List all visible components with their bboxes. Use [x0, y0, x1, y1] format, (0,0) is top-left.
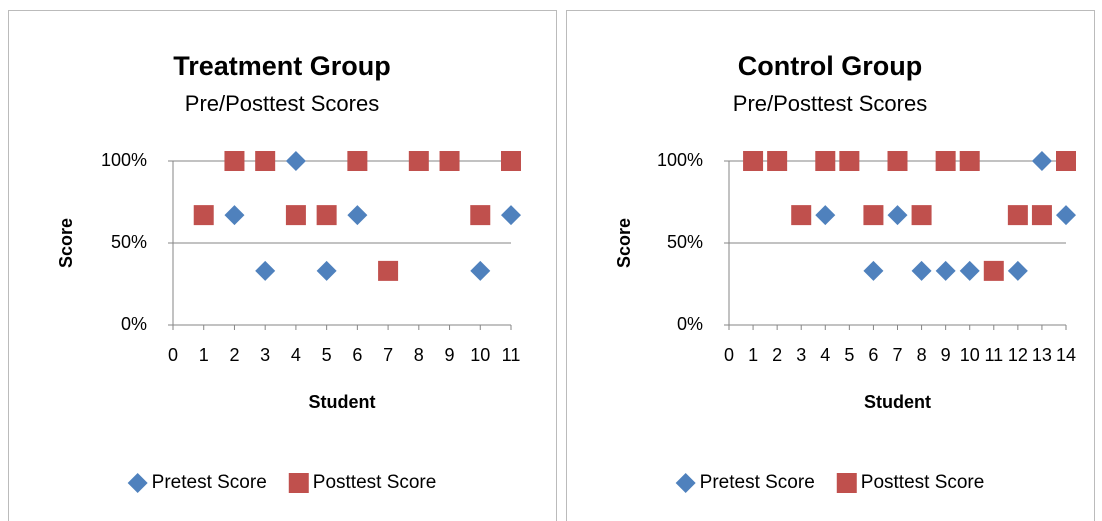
legend-label: Pretest Score: [152, 472, 267, 493]
legend-marker: [836, 473, 857, 493]
x-axis-label: Student: [864, 392, 931, 412]
y-axis-label: Score: [56, 218, 76, 268]
chart-title: Treatment Group: [173, 51, 391, 81]
chart-panel: [8, 10, 557, 521]
x-tick-label: 3: [796, 345, 806, 365]
data-point: [815, 151, 836, 171]
data-point: [911, 260, 932, 281]
data-point: [316, 260, 337, 281]
legend-label: Posttest Score: [313, 472, 437, 493]
legend-marker: [675, 473, 696, 493]
x-tick-label: 7: [892, 345, 902, 365]
legend-label: Pretest Score: [700, 472, 815, 493]
data-point: [863, 205, 884, 226]
data-point: [501, 205, 521, 226]
x-tick-label: 4: [820, 345, 830, 365]
chart-title: Control Group: [738, 51, 922, 81]
data-point: [863, 260, 884, 281]
data-point: [887, 151, 908, 171]
x-tick-label: 2: [229, 345, 239, 365]
data-point: [285, 151, 306, 171]
x-tick-label: 6: [352, 345, 362, 365]
data-point: [1031, 205, 1052, 226]
x-tick-label: 13: [1032, 345, 1052, 365]
x-tick-label: 9: [445, 345, 455, 365]
data-point: [378, 260, 399, 281]
x-axis-label: Student: [309, 392, 376, 412]
data-point: [470, 205, 491, 226]
data-point: [887, 205, 908, 226]
x-tick-label: 9: [941, 345, 951, 365]
x-tick-label: 8: [414, 345, 424, 365]
y-axis-label: Score: [614, 218, 634, 268]
data-point: [347, 205, 368, 226]
x-tick-label: 5: [322, 345, 332, 365]
chart-panel: [566, 10, 1095, 521]
data-point: [959, 260, 980, 281]
data-point: [224, 151, 245, 171]
data-point: [1031, 151, 1052, 171]
data-point: [1007, 260, 1028, 281]
data-point: [935, 260, 956, 281]
data-point: [983, 260, 1004, 281]
data-point: [743, 151, 764, 171]
data-point: [911, 205, 932, 226]
data-point: [408, 151, 429, 171]
x-tick-label: 2: [772, 345, 782, 365]
data-point: [255, 151, 276, 171]
x-tick-label: 7: [383, 345, 393, 365]
x-tick-label: 4: [291, 345, 301, 365]
data-point: [959, 151, 980, 171]
data-point: [316, 205, 337, 226]
y-tick-label: 100%: [657, 150, 703, 170]
legend-label: Posttest Score: [861, 472, 985, 493]
data-point: [501, 151, 521, 171]
data-point: [255, 260, 276, 281]
x-tick-label: 10: [470, 345, 490, 365]
data-point: [839, 151, 860, 171]
x-tick-label: 14: [1056, 345, 1076, 365]
x-tick-label: 8: [917, 345, 927, 365]
data-point: [347, 151, 368, 171]
y-tick-label: 0%: [121, 314, 147, 334]
data-point: [193, 205, 214, 226]
chart-subtitle: Pre/Posttest Scores: [733, 91, 927, 116]
x-tick-label: 1: [199, 345, 209, 365]
data-point: [439, 151, 460, 171]
x-tick-label: 11: [984, 345, 1003, 365]
legend-marker: [127, 473, 148, 493]
legend-marker: [288, 473, 309, 493]
data-point: [791, 205, 812, 226]
x-tick-label: 3: [260, 345, 270, 365]
x-tick-label: 0: [168, 345, 178, 365]
data-point: [224, 205, 245, 226]
y-tick-label: 100%: [101, 150, 147, 170]
y-tick-label: 50%: [111, 232, 147, 252]
x-tick-label: 12: [1008, 345, 1028, 365]
chart-subtitle: Pre/Posttest Scores: [185, 91, 379, 116]
data-point: [1056, 205, 1076, 226]
data-point: [767, 151, 788, 171]
data-point: [815, 205, 836, 226]
x-tick-label: 0: [724, 345, 734, 365]
x-tick-label: 1: [748, 345, 758, 365]
data-point: [935, 151, 956, 171]
data-point: [1007, 205, 1028, 226]
data-point: [285, 205, 306, 226]
y-tick-label: 0%: [677, 314, 703, 334]
y-tick-label: 50%: [667, 232, 703, 252]
data-point: [1056, 151, 1076, 171]
x-tick-label: 10: [960, 345, 980, 365]
x-tick-label: 6: [868, 345, 878, 365]
x-tick-label: 11: [502, 345, 521, 365]
data-point: [470, 260, 491, 281]
x-tick-label: 5: [844, 345, 854, 365]
